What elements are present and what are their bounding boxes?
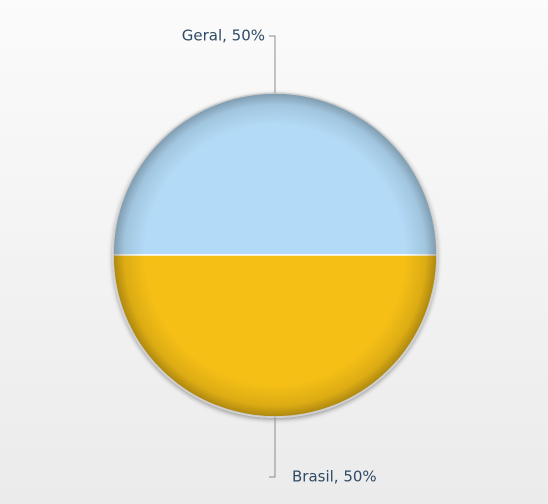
slice-label-brasil: Brasil, 50%	[292, 468, 377, 486]
leader-line-brasil	[269, 417, 276, 478]
slice-labels: Geral, 50% Brasil, 50%	[182, 27, 377, 486]
slice-label-geral: Geral, 50%	[182, 27, 265, 45]
pie-slice-geral[interactable]	[112, 92, 438, 256]
pie-slices	[112, 92, 438, 418]
pie-slice-brasil[interactable]	[112, 254, 438, 418]
leader-line-geral	[269, 35, 276, 93]
